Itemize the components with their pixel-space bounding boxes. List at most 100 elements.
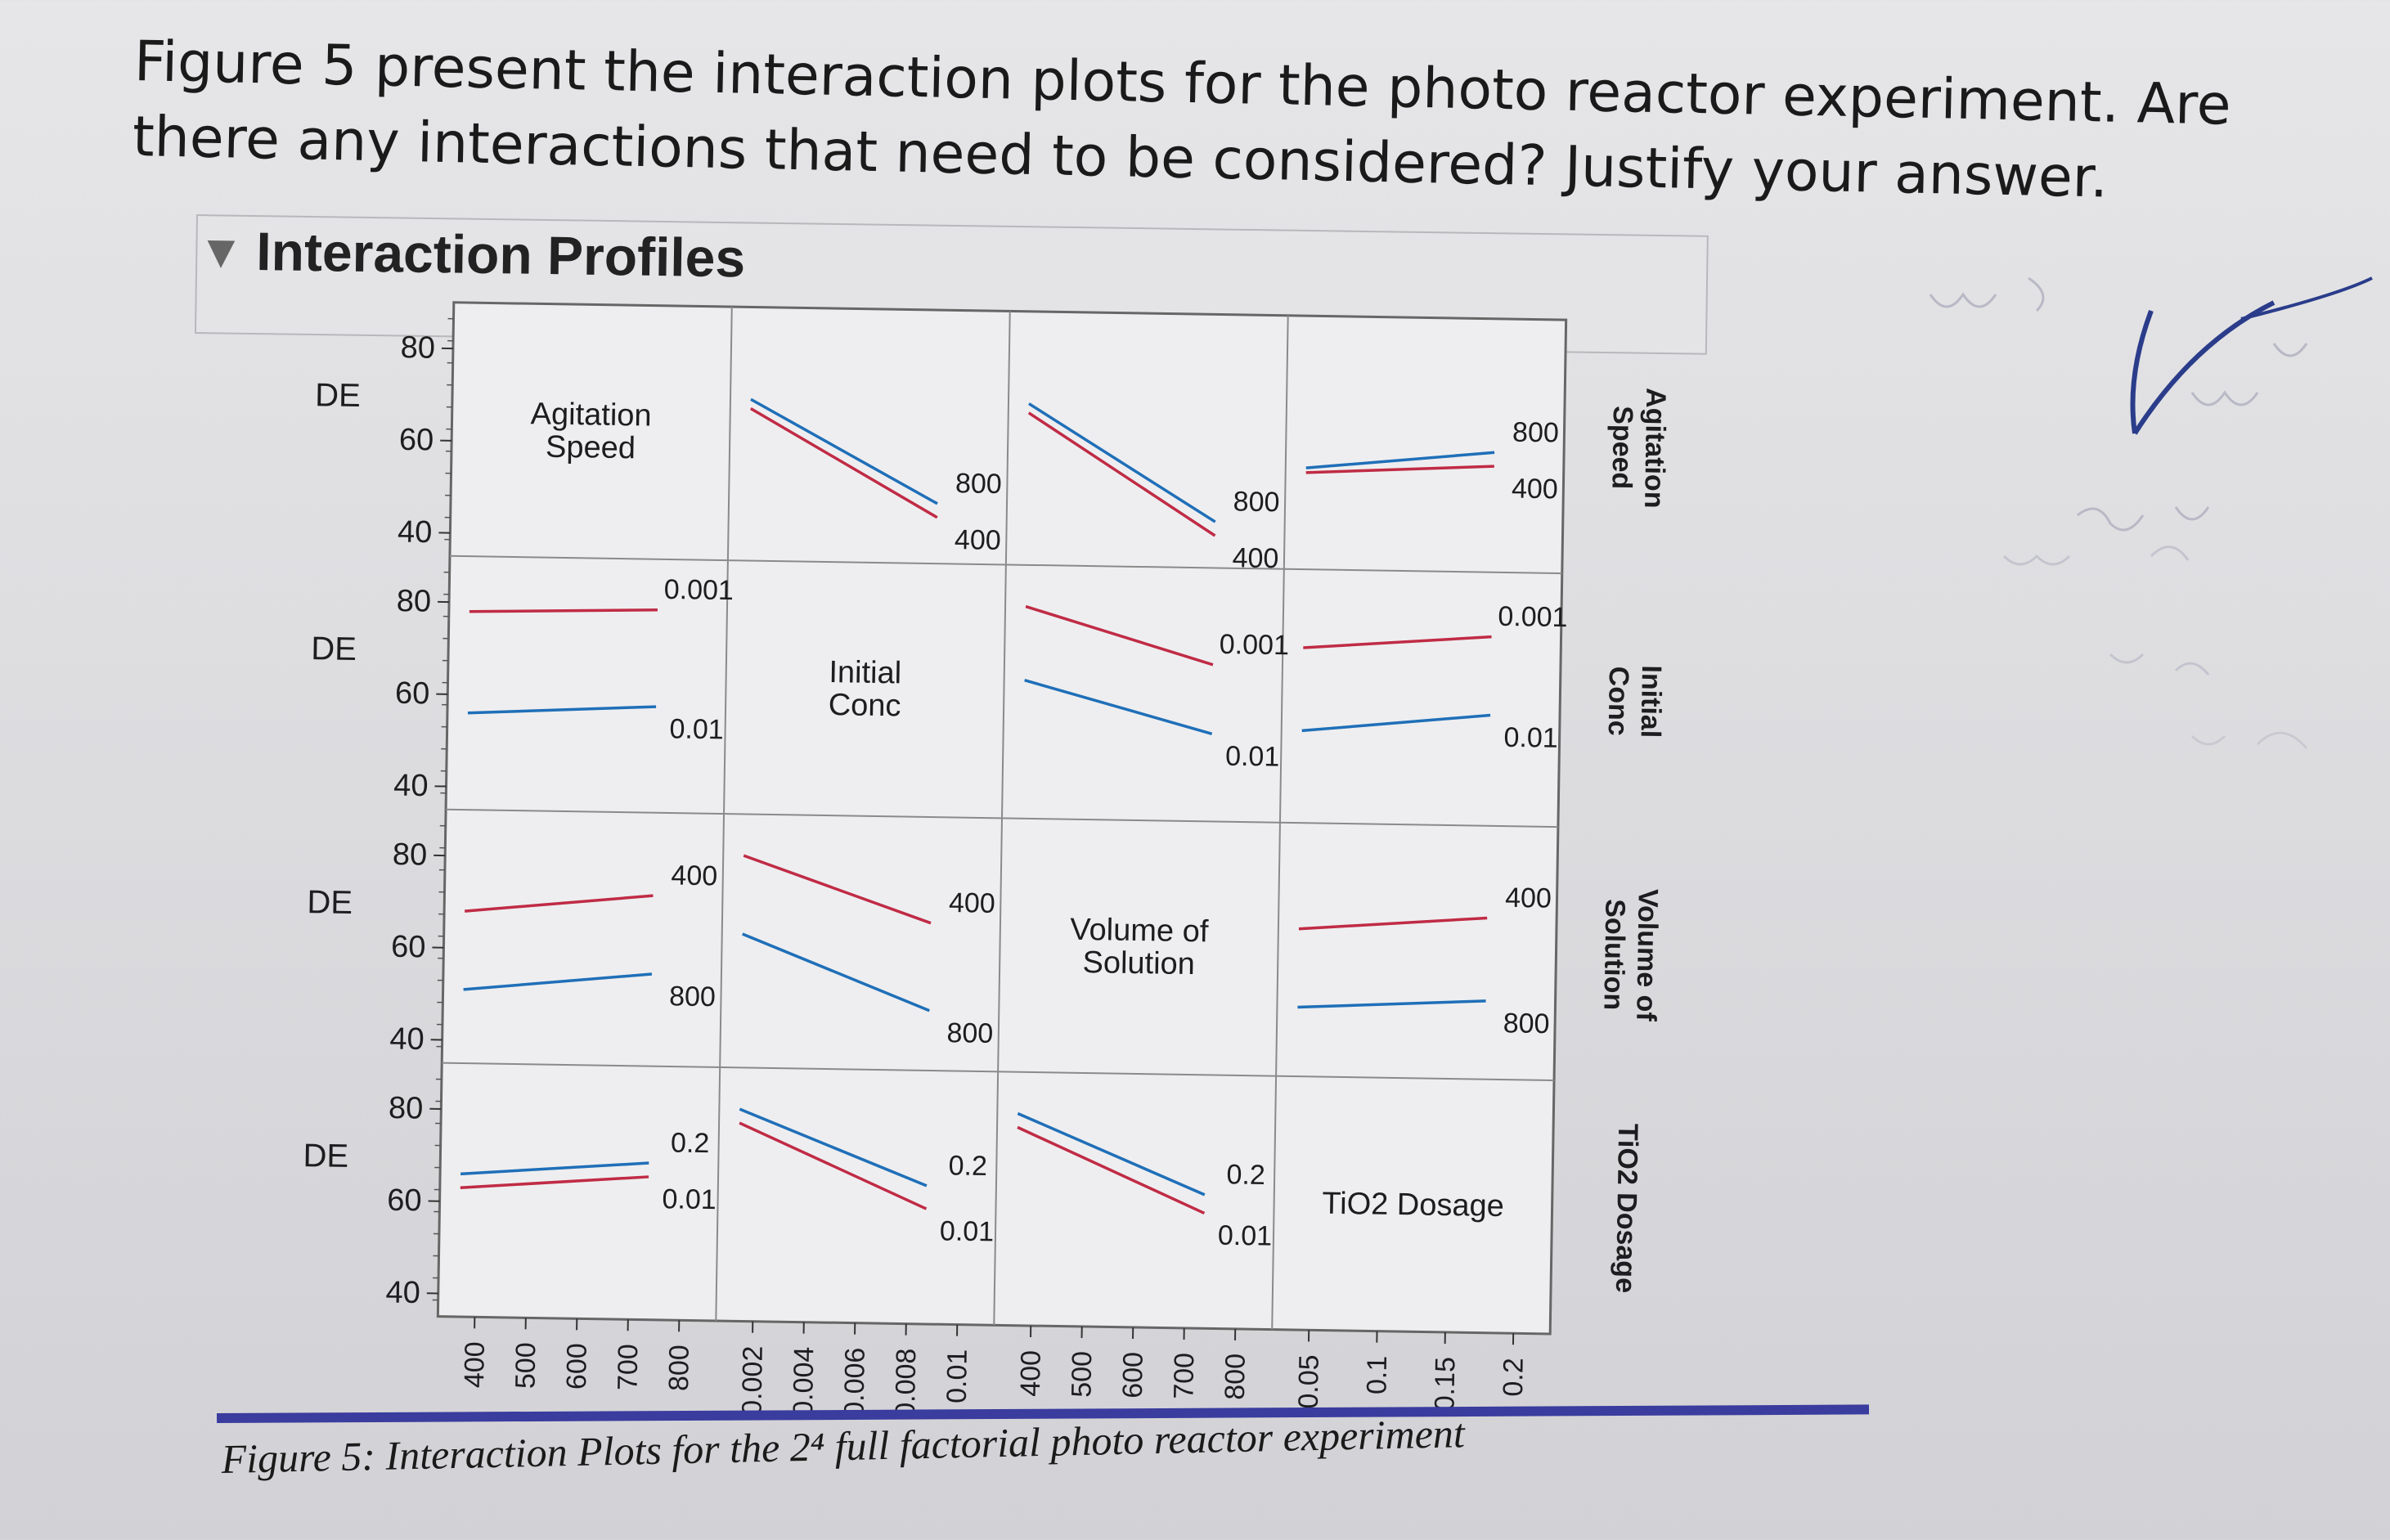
interaction-line-red [1305,465,1494,474]
row-factor-label: Solution [1597,899,1630,1011]
series-level-label: 400 [1505,882,1552,914]
interaction-line-red [1025,604,1214,667]
x-tick-label: 800 [1220,1354,1251,1400]
series-level-label: 800 [1503,1008,1549,1039]
interaction-line-blue [1024,679,1213,736]
x-tick-label: 0.2 [1498,1358,1530,1397]
x-tick-label: 700 [1168,1353,1200,1399]
x-tick-label: 0.01 [941,1349,973,1403]
diagonal-factor-label: Initial [829,655,901,690]
x-tick-label: 0.05 [1293,1354,1325,1409]
y-tick-label: 60 [387,1183,422,1219]
series-level-label: 0.01 [1218,1220,1273,1252]
x-tick-label: 800 [663,1345,695,1391]
interaction-line-blue [1305,451,1495,469]
interaction-line-red [749,406,938,519]
x-tick-label: 700 [612,1344,644,1390]
x-tick-label: 0.006 [838,1347,870,1417]
diagonal-factor-label: Conc [828,688,901,723]
series-level-label: 0.01 [662,1183,717,1215]
x-tick-label: 0.008 [890,1348,922,1418]
y-tick-label: 60 [395,676,430,712]
y-tick-label: 80 [396,584,431,619]
series-level-label: 0.01 [1225,741,1280,773]
interaction-line-blue [1017,1111,1206,1197]
series-level-label: 800 [1233,486,1279,518]
x-tick-label: 0.004 [788,1346,820,1417]
series-level-label: 800 [946,1017,993,1049]
y-axis-label: DE [315,377,361,414]
series-level-label: 0.2 [1226,1159,1265,1191]
series-level-label: 0.2 [671,1127,710,1159]
y-tick-label: 80 [393,837,428,873]
x-tick-label: 600 [1117,1352,1149,1399]
y-tick-label: 40 [393,769,429,804]
series-level-label: 800 [669,981,716,1012]
series-level-label: 0.2 [948,1150,987,1182]
y-axis-label: DE [311,631,357,667]
x-tick-label: 400 [1015,1350,1047,1397]
interaction-line-red [1303,635,1492,649]
series-level-label: 0.01 [1503,722,1558,754]
handwritten-notes [1929,276,2373,749]
interaction-line-red [460,1175,649,1189]
interaction-line-blue [1028,402,1216,523]
y-tick-label: 60 [391,930,426,965]
x-tick-label: 600 [561,1343,593,1390]
grid-line-vertical [1271,315,1289,1330]
y-tick-label: 40 [389,1021,425,1057]
grid-line-horizontal [446,808,1558,828]
series-level-label: 400 [1232,542,1278,574]
series-level-label: 400 [1512,473,1558,505]
series-level-label: 800 [1512,417,1559,449]
interaction-line-red [1027,411,1216,537]
diagonal-factor-label: Volume of [1070,913,1209,950]
interaction-line-blue [467,705,657,715]
interaction-line-blue [750,397,938,505]
series-level-label: 800 [955,468,1002,500]
row-factor-label: Volume of [1630,889,1664,1022]
series-level-label: 400 [949,887,995,919]
series-level-label: 0.01 [669,713,724,745]
series-level-label: 0.001 [1498,601,1568,633]
row-factor-label: Speed [1606,406,1638,490]
series-level-label: 0.01 [940,1215,995,1247]
series-level-label: 400 [955,524,1001,556]
series-level-label: 0.001 [1220,629,1290,661]
series-level-label: 0.001 [663,574,734,606]
interaction-line-blue [1301,713,1491,733]
interaction-line-blue [460,1161,649,1176]
y-axis-label: DE [303,1138,348,1174]
row-factor-label: Agitation [1638,388,1671,509]
y-tick-label: 80 [400,330,435,366]
diagonal-factor-label: Solution [1082,945,1195,981]
interaction-line-red [1298,916,1488,931]
interaction-line-blue [1297,999,1486,1009]
x-tick-label: 0.1 [1361,1355,1393,1394]
diagonal-factor-label: Agitation [530,397,652,433]
x-tick-label: 0.002 [736,1345,768,1416]
interaction-line-red [469,608,658,613]
y-tick-label: 40 [385,1275,420,1310]
row-factor-label: Initial [1635,665,1667,738]
interaction-line-red [743,854,932,925]
y-tick-label: 40 [398,515,433,550]
x-tick-label: 500 [510,1342,541,1389]
diagonal-factor-label: Speed [546,430,636,466]
x-tick-label: 500 [1066,1351,1098,1398]
x-tick-label: 0.15 [1429,1357,1461,1412]
interaction-line-red [464,894,654,913]
interaction-line-blue [742,932,930,1012]
grid-line-horizontal [442,1062,1555,1082]
row-factor-label: Conc [1602,666,1634,736]
interaction-line-blue [739,1107,928,1188]
interaction-line-blue [463,972,653,991]
y-tick-label: 80 [389,1091,424,1126]
x-tick-label: 400 [459,1341,491,1388]
series-level-label: 400 [671,860,717,892]
y-axis-label: DE [307,884,353,921]
y-tick-label: 60 [399,423,434,458]
diagonal-factor-label: TiO2 Dosage [1322,1187,1504,1223]
row-factor-label: TiO2 Dosage [1610,1124,1643,1294]
